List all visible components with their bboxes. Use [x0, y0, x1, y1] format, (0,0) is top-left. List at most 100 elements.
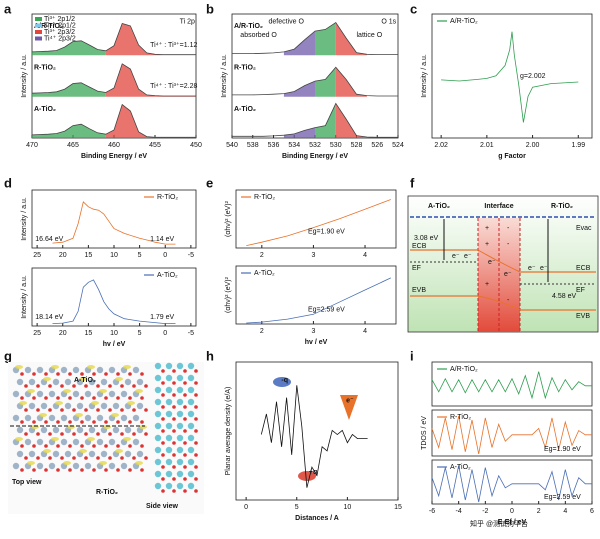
atom: [72, 390, 80, 398]
atom: [48, 456, 52, 460]
legend-label: Ti⁴⁺ 2p3/2: [44, 34, 76, 42]
label: A-TiO₂: [428, 203, 450, 210]
atom: [12, 390, 20, 398]
atom: [96, 456, 100, 460]
atom: [36, 462, 44, 470]
atom: [128, 372, 132, 376]
annotation: Eg=2.59 eV: [544, 494, 581, 501]
atom: [124, 426, 132, 434]
charge-badge: [273, 377, 291, 387]
atom: [24, 432, 28, 436]
atom: [24, 438, 32, 446]
atom: [194, 489, 198, 493]
charge-cloud: [87, 365, 95, 369]
atom: [104, 468, 108, 472]
atom: [24, 384, 28, 388]
peak-fill: [283, 127, 315, 138]
annotation: Eg=2.59 eV: [308, 306, 345, 313]
atom: [84, 390, 92, 398]
series-line: [31, 23, 196, 55]
atom: [161, 429, 165, 433]
atom: [128, 396, 132, 400]
atom: [124, 450, 132, 458]
atom: [72, 438, 80, 446]
charge-cloud: [27, 461, 35, 465]
x-tick-label: -4: [456, 508, 462, 515]
panel-letter: a: [4, 1, 12, 16]
atom: [183, 441, 187, 445]
atom: [60, 408, 64, 412]
annotation: Ti 2p: [180, 18, 195, 25]
annotation: e⁻: [346, 397, 354, 404]
atom: [172, 489, 176, 493]
x-tick-label: 455: [149, 142, 161, 149]
image-label: Top view: [12, 479, 42, 486]
peak-fill: [315, 67, 336, 97]
series-line: [431, 371, 592, 400]
atom: [52, 378, 60, 386]
x-tick-label: 2.01: [480, 142, 494, 149]
atom: [12, 414, 20, 422]
x-axis-label: E-Ef / eV: [498, 519, 527, 526]
charge-cloud: [51, 365, 59, 369]
band-diagram: A-TiO₂ Interface R-TiO₂ Evac 3.08 eV 4.5…: [407, 195, 599, 333]
x-tick-label: 2.02: [434, 142, 448, 149]
atom: [165, 398, 173, 406]
atom: [68, 396, 72, 400]
atom: [172, 429, 176, 433]
atom: [176, 434, 184, 442]
x-tick-label: 15: [84, 330, 92, 337]
atom: [28, 450, 36, 458]
atom: [194, 429, 198, 433]
atom: [187, 470, 195, 478]
atom: [56, 444, 60, 448]
panel-letter: c: [410, 1, 417, 16]
atom: [28, 402, 36, 410]
atom: [36, 432, 40, 436]
legend-label: A-TiO₂: [254, 270, 275, 277]
atom: [165, 470, 173, 478]
atom: [120, 462, 128, 470]
legend-label: Ti³⁺ 2p3/2: [44, 28, 75, 36]
atom: [24, 456, 28, 460]
atom: [44, 444, 48, 448]
y-axis-label: Intensity / a.u.: [21, 54, 28, 98]
atom: [60, 366, 68, 374]
series-label: A-TiO₂: [234, 106, 256, 113]
atom: [80, 444, 84, 448]
atom: [161, 405, 165, 409]
annotation: Eg=1.90 eV: [308, 229, 345, 236]
atom: [40, 426, 48, 434]
atom: [161, 477, 165, 481]
atom: [183, 369, 187, 373]
atom: [194, 477, 198, 481]
atom: [172, 453, 176, 457]
atom: [132, 456, 136, 460]
x-tick-label: 470: [26, 142, 38, 149]
atom: [72, 366, 80, 374]
atom: [20, 444, 24, 448]
atom: [56, 396, 60, 400]
atom: [88, 450, 96, 458]
atom: [183, 381, 187, 385]
atom: [92, 420, 96, 424]
y-axis-label: Intensity / a.u.: [21, 275, 28, 319]
atom: [187, 446, 195, 454]
atom: [183, 429, 187, 433]
charge-cloud: [79, 377, 87, 381]
atom: [132, 432, 136, 436]
atom: [100, 402, 108, 410]
atom: [165, 434, 173, 442]
x-tick-label: 2: [537, 508, 541, 515]
series-label: A-TiO₂: [34, 106, 56, 113]
atom: [194, 369, 198, 373]
x-tick-label: 465: [67, 142, 79, 149]
x-tick-label: 10: [110, 330, 118, 337]
atom: [116, 468, 120, 472]
atom: [176, 422, 184, 430]
atom: [36, 366, 44, 374]
atom: [108, 462, 116, 470]
label: Interface: [484, 203, 513, 210]
atom: [161, 453, 165, 457]
x-tick-label: 528: [351, 142, 363, 149]
